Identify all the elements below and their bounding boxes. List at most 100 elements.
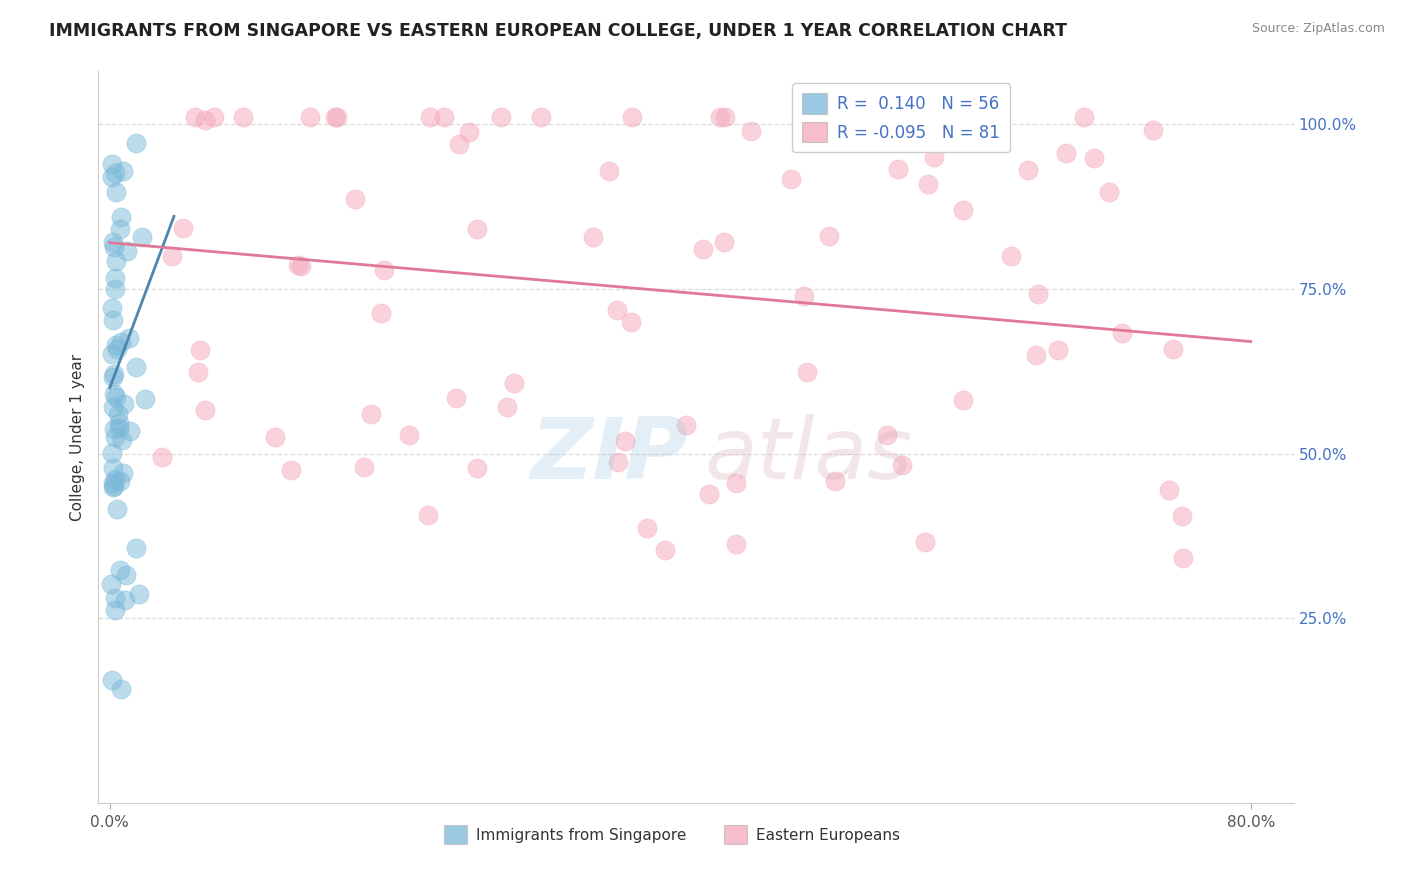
Point [636, 521, 658, 535]
Point [112, 397, 135, 411]
Point [134, 392, 156, 406]
Point [107, 416, 129, 430]
Point [458, 124, 481, 138]
Point [103, 235, 125, 250]
Text: atlas: atlas [704, 414, 912, 497]
Point [108, 475, 131, 489]
Point [287, 258, 309, 272]
Point [111, 164, 134, 178]
Point [114, 593, 136, 607]
Point [125, 136, 148, 151]
Point [111, 434, 134, 448]
Point [446, 391, 468, 405]
Point [110, 563, 132, 577]
Point [614, 434, 637, 448]
Point [131, 230, 153, 244]
Point [1142, 123, 1164, 137]
Point [1111, 326, 1133, 341]
Point [101, 157, 124, 171]
Point [101, 301, 124, 315]
Point [1054, 145, 1077, 160]
Point [709, 111, 731, 125]
Point [1157, 483, 1180, 497]
Point [922, 150, 945, 164]
Point [100, 446, 122, 460]
Point [104, 430, 127, 444]
Point [416, 508, 439, 522]
Point [887, 162, 910, 177]
Point [104, 602, 127, 616]
Point [105, 502, 128, 516]
Point [360, 408, 382, 422]
Point [103, 367, 125, 381]
Point [108, 421, 131, 435]
Point [370, 306, 392, 320]
Point [103, 240, 125, 254]
Point [104, 270, 127, 285]
Point [103, 312, 125, 326]
Point [194, 403, 217, 417]
Point [115, 567, 138, 582]
Point [780, 172, 803, 186]
Point [724, 476, 747, 491]
Point [188, 343, 211, 357]
Point [204, 111, 226, 125]
Point [740, 124, 762, 138]
Point [606, 303, 628, 318]
Point [692, 242, 714, 256]
Text: IMMIGRANTS FROM SINGAPORE VS EASTERN EUROPEAN COLLEGE, UNDER 1 YEAR CORRELATION : IMMIGRANTS FROM SINGAPORE VS EASTERN EUR… [49, 22, 1067, 40]
Point [496, 401, 519, 415]
Text: Source: ZipAtlas.com: Source: ZipAtlas.com [1251, 22, 1385, 36]
Point [111, 467, 134, 481]
Point [465, 221, 488, 235]
Point [103, 479, 125, 493]
Point [101, 673, 124, 687]
Point [160, 249, 183, 263]
Point [115, 244, 138, 258]
Point [1171, 550, 1194, 565]
Point [100, 347, 122, 361]
Point [194, 113, 217, 128]
Point [172, 220, 194, 235]
Point [104, 282, 127, 296]
Point [876, 428, 898, 442]
Point [398, 427, 420, 442]
Point [105, 390, 128, 404]
Point [447, 136, 470, 151]
Point [100, 170, 122, 185]
Point [725, 537, 748, 551]
Point [1161, 343, 1184, 357]
Point [419, 111, 441, 125]
Point [952, 392, 974, 407]
Point [125, 360, 148, 375]
Point [582, 229, 605, 244]
Point [326, 111, 349, 125]
Point [1171, 508, 1194, 523]
Point [796, 365, 818, 379]
Point [298, 111, 321, 125]
Point [353, 460, 375, 475]
Point [914, 535, 936, 549]
Legend: Immigrants from Singapore, Eastern Europeans: Immigrants from Singapore, Eastern Europ… [437, 819, 907, 850]
Point [264, 429, 287, 443]
Point [620, 111, 643, 125]
Point [101, 400, 124, 414]
Text: ZIP: ZIP [530, 414, 688, 497]
Point [502, 376, 524, 391]
Point [100, 577, 122, 591]
Point [104, 591, 127, 605]
Point [714, 111, 737, 125]
Point [101, 480, 124, 494]
Point [108, 222, 131, 236]
Point [104, 338, 127, 352]
Point [101, 476, 124, 491]
Point [118, 425, 141, 439]
Point [530, 111, 553, 125]
Point [824, 474, 846, 488]
Point [1025, 348, 1047, 362]
Point [150, 450, 173, 465]
Point [1073, 111, 1095, 125]
Point [104, 166, 127, 180]
Point [713, 235, 735, 249]
Point [1098, 185, 1121, 199]
